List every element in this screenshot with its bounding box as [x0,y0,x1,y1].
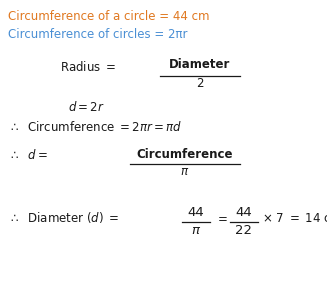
Text: $d = 2r$: $d = 2r$ [68,100,105,114]
Text: Radius $=$: Radius $=$ [60,60,116,74]
Text: 22: 22 [235,224,252,237]
Text: Circumference of a circle = 44 cm: Circumference of a circle = 44 cm [8,10,210,23]
Text: Circumference of circles = 2πr: Circumference of circles = 2πr [8,28,187,41]
Text: Diameter: Diameter [169,58,231,71]
Text: $\pi$: $\pi$ [181,165,190,178]
Text: 44: 44 [188,206,204,219]
Text: $=$: $=$ [215,212,228,224]
Text: Circumference: Circumference [137,148,233,161]
Text: $\therefore$  $d =$: $\therefore$ $d =$ [8,148,48,162]
Text: $\pi$: $\pi$ [191,224,201,237]
Text: 2: 2 [196,77,204,90]
Text: $\times$ 7 $=$ 14 cm: $\times$ 7 $=$ 14 cm [262,212,327,224]
Text: 44: 44 [236,206,252,219]
Text: $\therefore$  Circumference $= 2\pi r = \pi d$: $\therefore$ Circumference $= 2\pi r = \… [8,120,182,134]
Text: $\therefore$  Diameter ($d$) $=$: $\therefore$ Diameter ($d$) $=$ [8,210,119,225]
